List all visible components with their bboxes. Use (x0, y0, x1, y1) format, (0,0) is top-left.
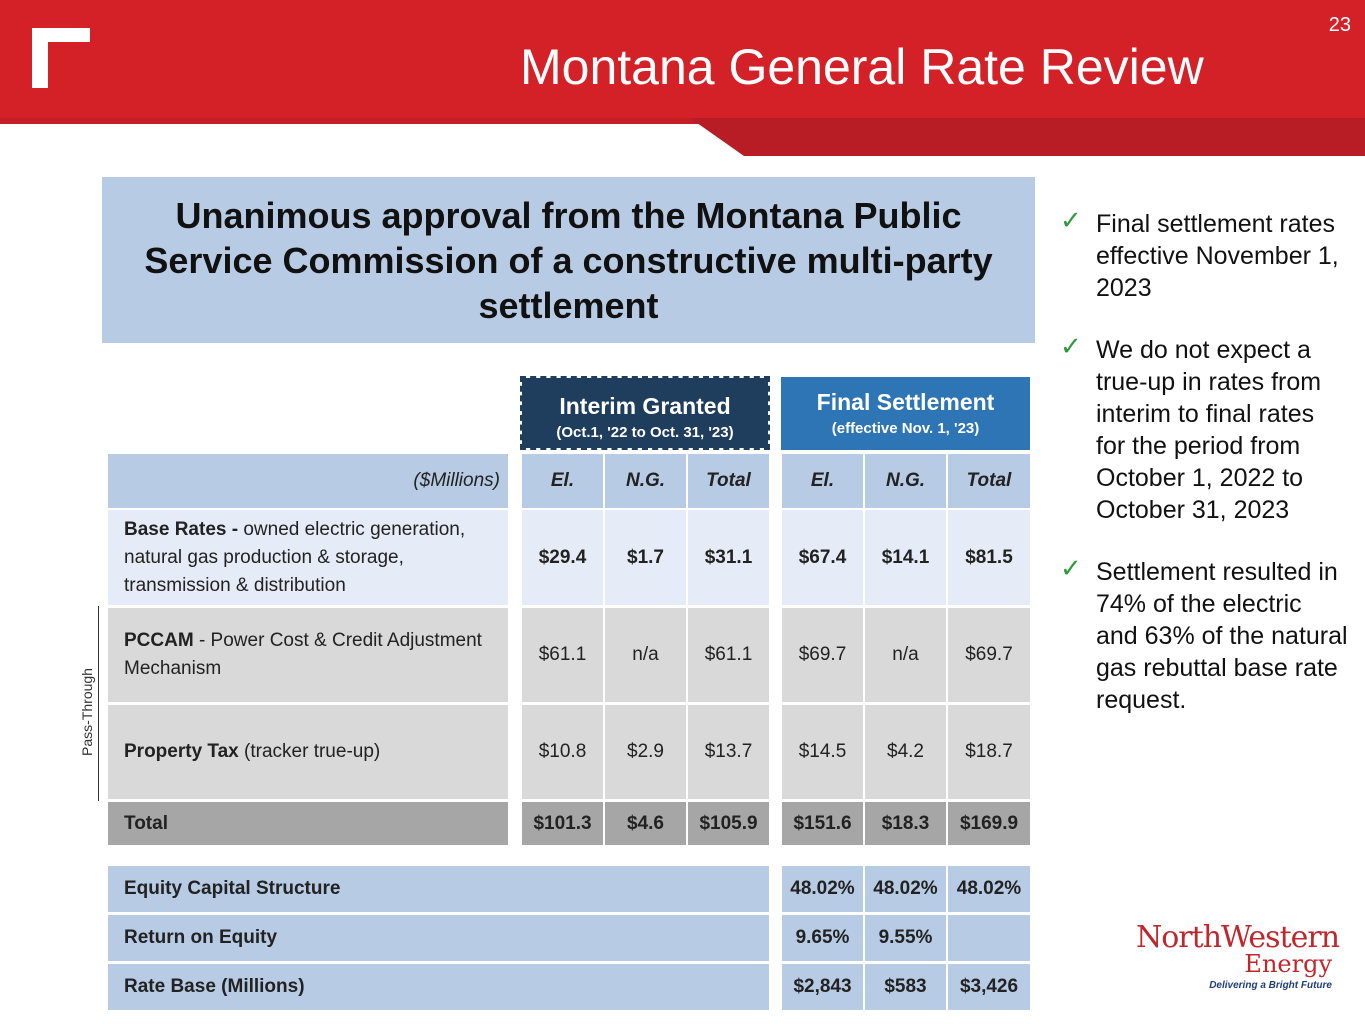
table-cell: n/a (865, 608, 946, 702)
table-cell: $101.3 (522, 802, 603, 845)
table-cell: 9.65% (782, 915, 863, 961)
table-cell: $14.5 (782, 705, 863, 799)
interim-title: Interim Granted (559, 393, 731, 419)
approval-banner: Unanimous approval from the Montana Publ… (102, 177, 1035, 343)
table-cell: $10.8 (522, 705, 603, 799)
row-label-pccam: PCCAM - Power Cost & Credit Adjustment M… (108, 608, 508, 702)
table-cell: $583 (865, 964, 946, 1010)
table-cell: 48.02% (782, 866, 863, 912)
table-cell: $2,843 (782, 964, 863, 1010)
table-cell: $31.1 (688, 510, 769, 605)
table-cell: $4.6 (605, 802, 686, 845)
logo-sub: Energy (1244, 950, 1332, 978)
pass-through-bracket (98, 606, 99, 801)
final-subtitle: (effective Nov. 1, '23) (831, 420, 980, 437)
equity-row-label: Equity Capital Structure (108, 866, 769, 912)
bullet-text: We do not expect a true-up in rates from… (1096, 336, 1322, 524)
logo-name: NorthWestern (1136, 920, 1340, 955)
table-cell: $69.7 (948, 608, 1030, 702)
check-icon: ✓ (1060, 331, 1082, 361)
col-header: N.G. (605, 454, 686, 508)
table-cell: $3,426 (948, 964, 1030, 1010)
table-cell: n/a (605, 608, 686, 702)
equity-row-label: Rate Base (Millions) (108, 964, 769, 1010)
table-cell: $81.5 (948, 510, 1030, 605)
table-cell: 9.55% (865, 915, 946, 961)
table-cell: $13.7 (688, 705, 769, 799)
check-icon: ✓ (1060, 205, 1082, 235)
interim-subtitle: (Oct.1, '22 to Oct. 31, '23) (556, 424, 734, 441)
row-label-property-tax: Property Tax (tracker true-up) (108, 705, 508, 799)
table-cell (948, 915, 1030, 961)
bullet-list: ✓ Final settlement rates effective Novem… (1060, 205, 1350, 746)
row-label-bold: Total (124, 812, 168, 834)
bullet-text: Settlement resulted in 74% of the electr… (1096, 558, 1348, 714)
page-title: Montana General Rate Review (520, 39, 1204, 95)
table-cell: $4.2 (865, 705, 946, 799)
col-header: Total (948, 454, 1030, 508)
row-label-bold: PCCAM (124, 630, 194, 651)
table-cell: $151.6 (782, 802, 863, 845)
bullet-item: ✓ Settlement resulted in 74% of the elec… (1060, 553, 1350, 716)
logo-tagline: Delivering a Bright Future (1209, 980, 1332, 991)
table-cell: $29.4 (522, 510, 603, 605)
row-label-bold: Property Tax (124, 741, 239, 762)
col-header: El. (522, 454, 603, 508)
row-label-rest: owned electric generation, natural gas p… (124, 518, 466, 596)
table-cell: $18.7 (948, 705, 1030, 799)
table-cell: $67.4 (782, 510, 863, 605)
row-label-bold: Base Rates - (124, 518, 239, 540)
check-icon: ✓ (1060, 553, 1082, 583)
row-label-total: Total (108, 802, 508, 845)
table-cell: $169.9 (948, 802, 1030, 845)
bullet-item: ✓ We do not expect a true-up in rates fr… (1060, 331, 1350, 526)
row-label-base-rates: Base Rates - owned electric generation, … (108, 510, 508, 605)
col-header: Total (688, 454, 769, 508)
corner-logo-icon (32, 28, 90, 88)
table-cell: $61.1 (522, 608, 603, 702)
table-cell: $18.3 (865, 802, 946, 845)
final-title: Final Settlement (816, 389, 995, 415)
equity-row-label: Return on Equity (108, 915, 769, 961)
company-logo: NorthWestern Energy Delivering a Bright … (1136, 920, 1340, 1000)
table-cell: $69.7 (782, 608, 863, 702)
header-accent-band (690, 118, 1365, 156)
bullet-item: ✓ Final settlement rates effective Novem… (1060, 205, 1350, 304)
bullet-text: Final settlement rates effective Novembe… (1096, 210, 1339, 302)
row-label-rest: (tracker true-up) (238, 741, 381, 762)
pass-through-label: Pass-Through (79, 668, 95, 756)
header-underline (0, 118, 700, 124)
table-cell: $105.9 (688, 802, 769, 845)
col-header: El. (782, 454, 863, 508)
table-cell: 48.02% (865, 866, 946, 912)
table-cell: $61.1 (688, 608, 769, 702)
interim-granted-header: Interim Granted (Oct.1, '22 to Oct. 31, … (520, 376, 770, 450)
banner-text: Unanimous approval from the Montana Publ… (144, 194, 993, 326)
final-settlement-header: Final Settlement (effective Nov. 1, '23) (781, 377, 1030, 450)
header-bar (0, 0, 1365, 118)
col-header: N.G. (865, 454, 946, 508)
slide-number: 23 (1328, 14, 1351, 36)
unit-label: ($Millions) (108, 454, 508, 508)
table-cell: 48.02% (948, 866, 1030, 912)
table-cell: $2.9 (605, 705, 686, 799)
row-label-rest: - Power Cost & Credit Adjustment Mechani… (124, 630, 482, 679)
table-cell: $14.1 (865, 510, 946, 605)
table-cell: $1.7 (605, 510, 686, 605)
